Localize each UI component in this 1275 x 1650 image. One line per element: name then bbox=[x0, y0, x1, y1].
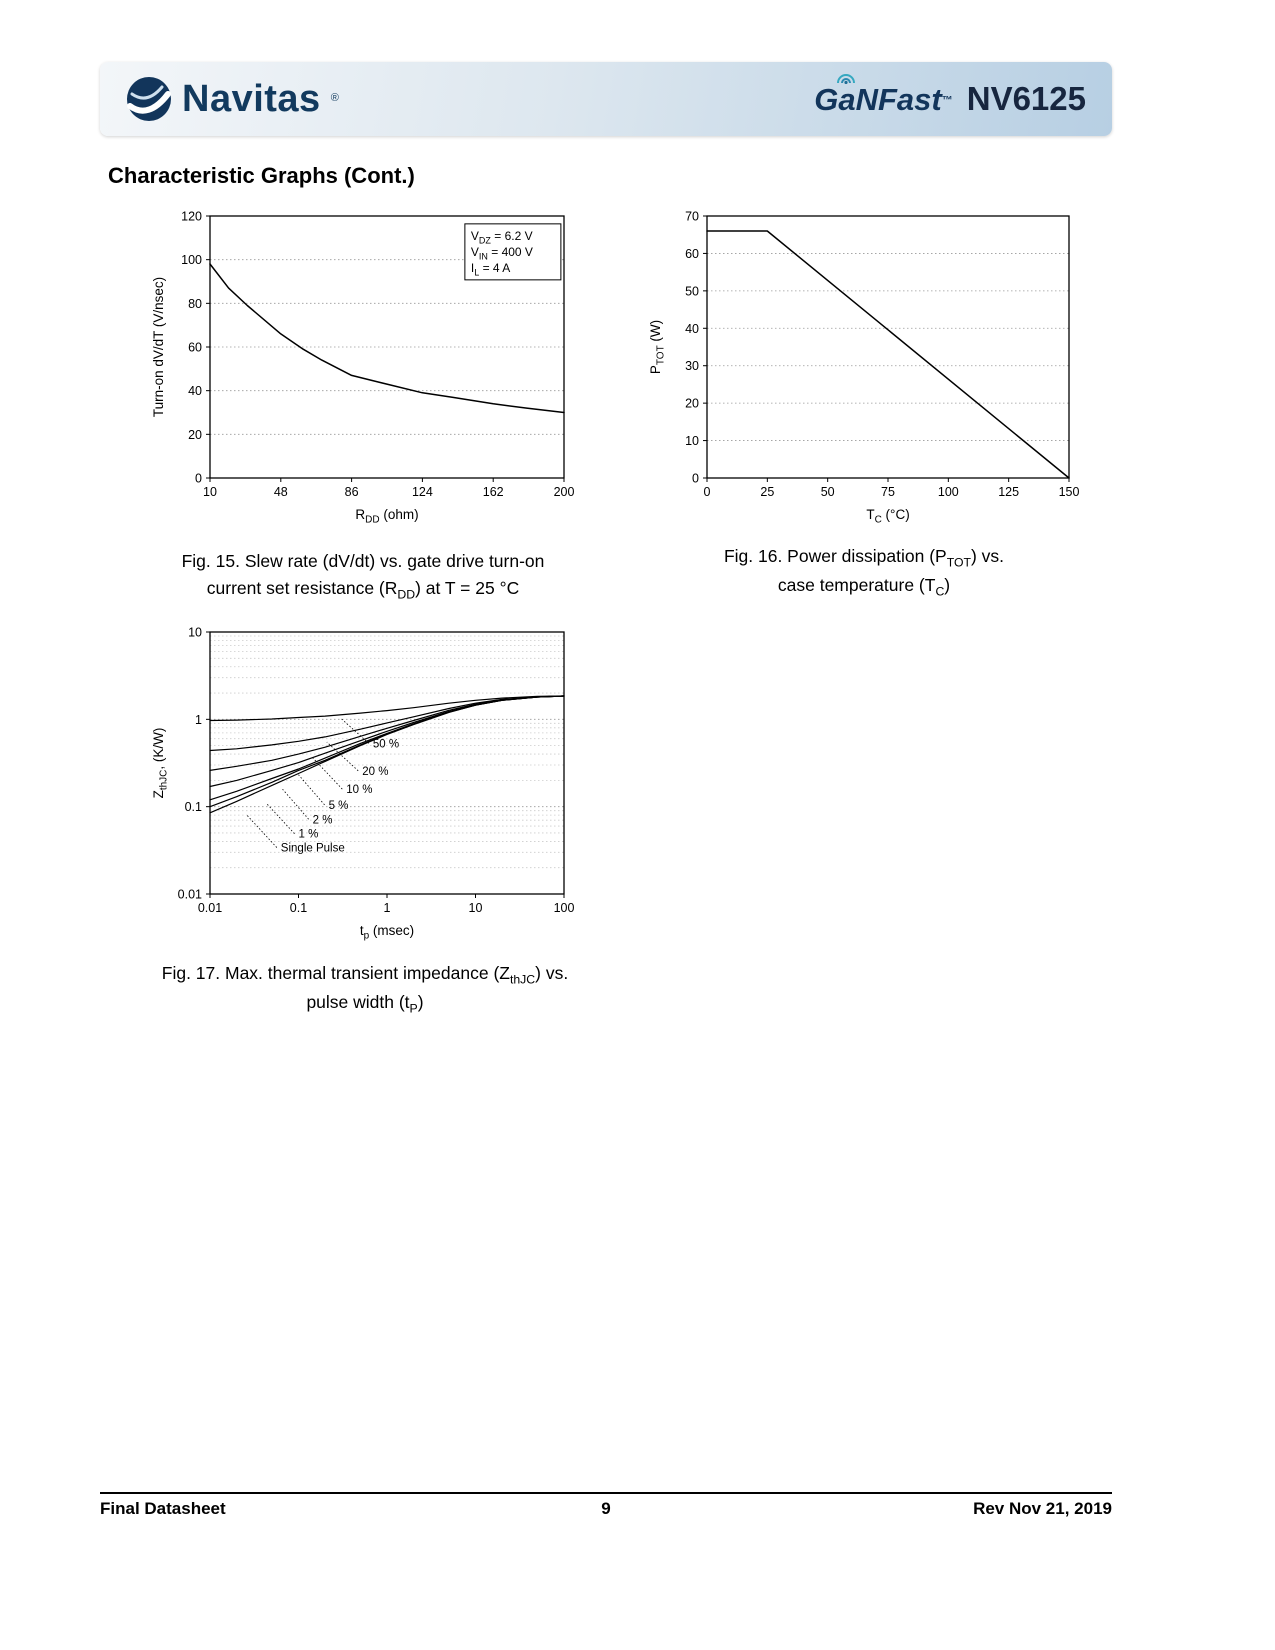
svg-text:VDZ = 6.2 V: VDZ = 6.2 V bbox=[471, 229, 533, 246]
caption-line: pulse width (tP) bbox=[306, 992, 424, 1016]
svg-text:60: 60 bbox=[188, 341, 202, 355]
caption-line: Fig. 17. Max. thermal transient impedanc… bbox=[161, 963, 569, 987]
svg-text:10: 10 bbox=[685, 434, 699, 448]
caption-line: Fig. 15. Slew rate (dV/dt) vs. gate driv… bbox=[181, 551, 545, 571]
header-band: Navitas ® GaNFast™ NV6125 bbox=[100, 62, 1112, 136]
svg-text:0.01: 0.01 bbox=[198, 901, 222, 915]
fig16-caption: Fig. 16. Power dissipation (PTOT) vs. cas… bbox=[645, 543, 1083, 602]
fig17-caption: Fig. 17. Max. thermal transient impedanc… bbox=[100, 960, 630, 1019]
svg-text:2 %: 2 % bbox=[313, 814, 333, 826]
svg-text:10: 10 bbox=[469, 901, 483, 915]
svg-text:50: 50 bbox=[821, 485, 835, 499]
caption-line: case temperature (TC) bbox=[777, 575, 951, 599]
svg-text:48: 48 bbox=[274, 485, 288, 499]
svg-text:0: 0 bbox=[692, 472, 699, 486]
svg-text:0.1: 0.1 bbox=[185, 800, 202, 814]
svg-text:125: 125 bbox=[998, 485, 1019, 499]
svg-text:0: 0 bbox=[195, 472, 202, 486]
svg-text:1: 1 bbox=[384, 901, 391, 915]
svg-text:40: 40 bbox=[685, 322, 699, 336]
svg-text:100: 100 bbox=[181, 253, 202, 267]
svg-text:100: 100 bbox=[554, 901, 575, 915]
svg-text:ZthJC, (K/W): ZthJC, (K/W) bbox=[151, 728, 170, 799]
svg-text:200: 200 bbox=[554, 485, 575, 499]
svg-text:0.1: 0.1 bbox=[290, 901, 307, 915]
svg-text:80: 80 bbox=[188, 297, 202, 311]
svg-text:Turn-on dV/dT (V/nsec): Turn-on dV/dT (V/nsec) bbox=[151, 277, 166, 417]
svg-text:162: 162 bbox=[483, 485, 504, 499]
svg-text:RDD (ohm): RDD (ohm) bbox=[355, 507, 418, 526]
product-logo: GaNFast™ NV6125 bbox=[814, 74, 1086, 118]
footer-left: Final Datasheet bbox=[100, 1499, 226, 1518]
svg-text:1 %: 1 % bbox=[299, 829, 319, 841]
svg-text:86: 86 bbox=[345, 485, 359, 499]
product-name: GaNFast bbox=[814, 82, 942, 117]
fig15-plot: 10 48 86 124 162 200 0 20 40 60 80 100 120 VDZ = 6.2 … bbox=[151, 210, 575, 526]
svg-text:20: 20 bbox=[188, 428, 202, 442]
part-number: NV6125 bbox=[966, 80, 1086, 117]
caption-line: current set resistance (RDD) at T = 25 °… bbox=[206, 578, 520, 602]
svg-text:10: 10 bbox=[188, 626, 202, 640]
svg-text:40: 40 bbox=[188, 384, 202, 398]
svg-text:70: 70 bbox=[685, 210, 699, 224]
fig15-caption: Fig. 15. Slew rate (dV/dt) vs. gate driv… bbox=[128, 548, 598, 605]
registered-mark: ® bbox=[330, 92, 339, 104]
svg-text:10 %: 10 % bbox=[346, 784, 372, 796]
navitas-logo-icon bbox=[127, 77, 171, 121]
caption-line: Fig. 16. Power dissipation (PTOT) vs. bbox=[723, 546, 1005, 570]
svg-text:1: 1 bbox=[195, 713, 202, 727]
svg-text:20: 20 bbox=[685, 397, 699, 411]
fig17-thermal-impedance-chart: 0.01 0.1 1 10 100 0.01 0.1 1 10 50 % 20 % 10 % 5 % 2 … bbox=[148, 620, 578, 954]
svg-text:Single Pulse: Single Pulse bbox=[281, 843, 345, 855]
svg-text:124: 124 bbox=[412, 485, 433, 499]
svg-text:120: 120 bbox=[181, 210, 202, 224]
svg-text:75: 75 bbox=[881, 485, 895, 499]
svg-text:30: 30 bbox=[685, 359, 699, 373]
svg-text:VIN = 400 V: VIN = 400 V bbox=[471, 245, 533, 261]
page-footer: Final Datasheet 9 Rev Nov 21, 2019 bbox=[100, 1492, 1112, 1519]
svg-text:0: 0 bbox=[704, 485, 711, 499]
footer-page-number: 9 bbox=[601, 1499, 611, 1518]
section-title: Characteristic Graphs (Cont.) bbox=[108, 163, 415, 188]
fig16-plot: 0 25 50 75 100 125 150 0 10 20 30 40 50 60 70 TC (°C) PT… bbox=[648, 210, 1080, 526]
svg-text:tp (msec): tp (msec) bbox=[360, 923, 414, 942]
svg-text:100: 100 bbox=[938, 485, 959, 499]
svg-text:50 %: 50 % bbox=[373, 738, 399, 750]
svg-text:PTOT (W): PTOT (W) bbox=[648, 320, 667, 374]
fig17-plot: 0.01 0.1 1 10 100 0.01 0.1 1 10 50 % 20 % 10 % 5 % 2 … bbox=[151, 626, 575, 942]
svg-text:50: 50 bbox=[685, 284, 699, 298]
svg-text:60: 60 bbox=[685, 247, 699, 261]
trademark-symbol: ™ bbox=[941, 94, 953, 107]
svg-text:0.01: 0.01 bbox=[178, 888, 202, 902]
footer-right: Rev Nov 21, 2019 bbox=[973, 1499, 1112, 1518]
fig15-slew-rate-chart: 10 48 86 124 162 200 0 20 40 60 80 100 120 VDZ = 6.2 … bbox=[148, 204, 578, 538]
svg-text:20 %: 20 % bbox=[362, 766, 388, 778]
brand-name: Navitas bbox=[182, 77, 321, 120]
svg-text:IL = 4 A: IL = 4 A bbox=[471, 261, 510, 278]
ganfast-logo: GaNFast™ bbox=[814, 74, 953, 118]
navitas-logo: Navitas ® bbox=[126, 76, 339, 122]
svg-text:10: 10 bbox=[203, 485, 217, 499]
svg-text:150: 150 bbox=[1059, 485, 1080, 499]
fig16-power-dissipation-chart: 0 25 50 75 100 125 150 0 10 20 30 40 50 60 70 TC (°C) PT… bbox=[645, 204, 1083, 538]
ganfast-arcs-icon bbox=[837, 74, 856, 84]
svg-text:25: 25 bbox=[760, 485, 774, 499]
svg-text:5 %: 5 % bbox=[329, 800, 349, 812]
svg-text:TC (°C): TC (°C) bbox=[866, 507, 909, 526]
